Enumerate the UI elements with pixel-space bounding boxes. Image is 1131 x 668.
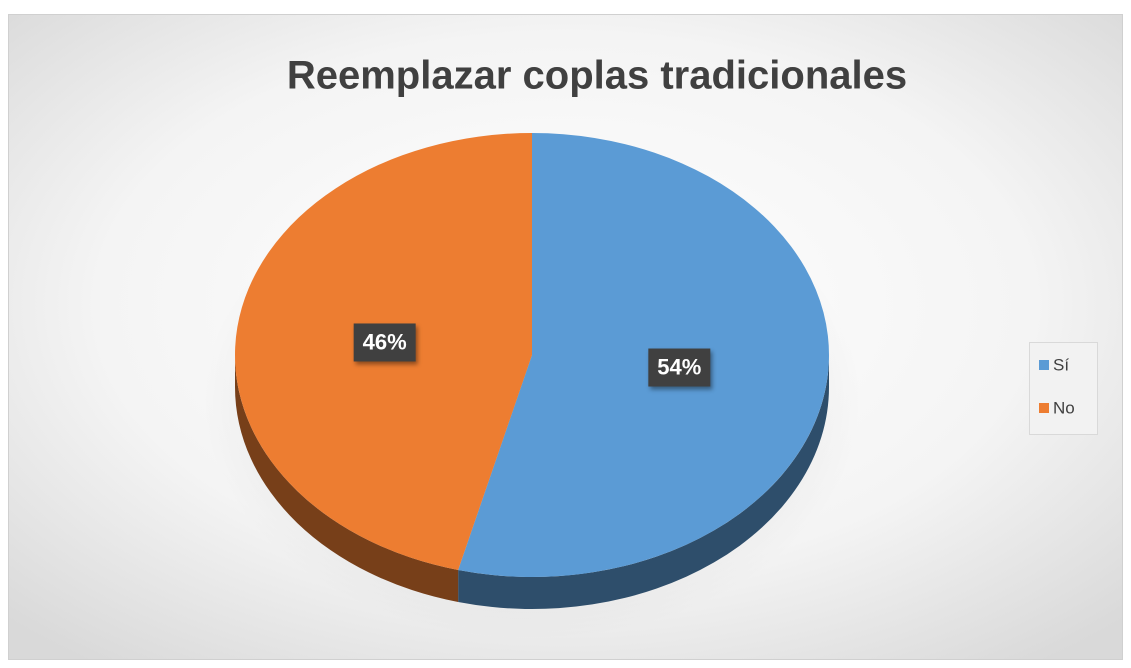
data-label: 46% bbox=[363, 329, 407, 354]
data-label-box bbox=[648, 348, 711, 387]
slice bbox=[458, 133, 829, 577]
data-label-box bbox=[353, 323, 416, 362]
slice-side bbox=[458, 355, 829, 609]
chart-title: Reemplazar coplas tradicionales bbox=[287, 54, 907, 98]
legend-swatch bbox=[1039, 403, 1049, 413]
legend-swatch bbox=[1039, 360, 1049, 370]
legend-box bbox=[1029, 342, 1098, 435]
data-label: 54% bbox=[657, 354, 701, 379]
slice-side bbox=[234, 355, 459, 603]
legend-label: No bbox=[1053, 398, 1075, 417]
legend-label: Sí bbox=[1053, 355, 1069, 374]
